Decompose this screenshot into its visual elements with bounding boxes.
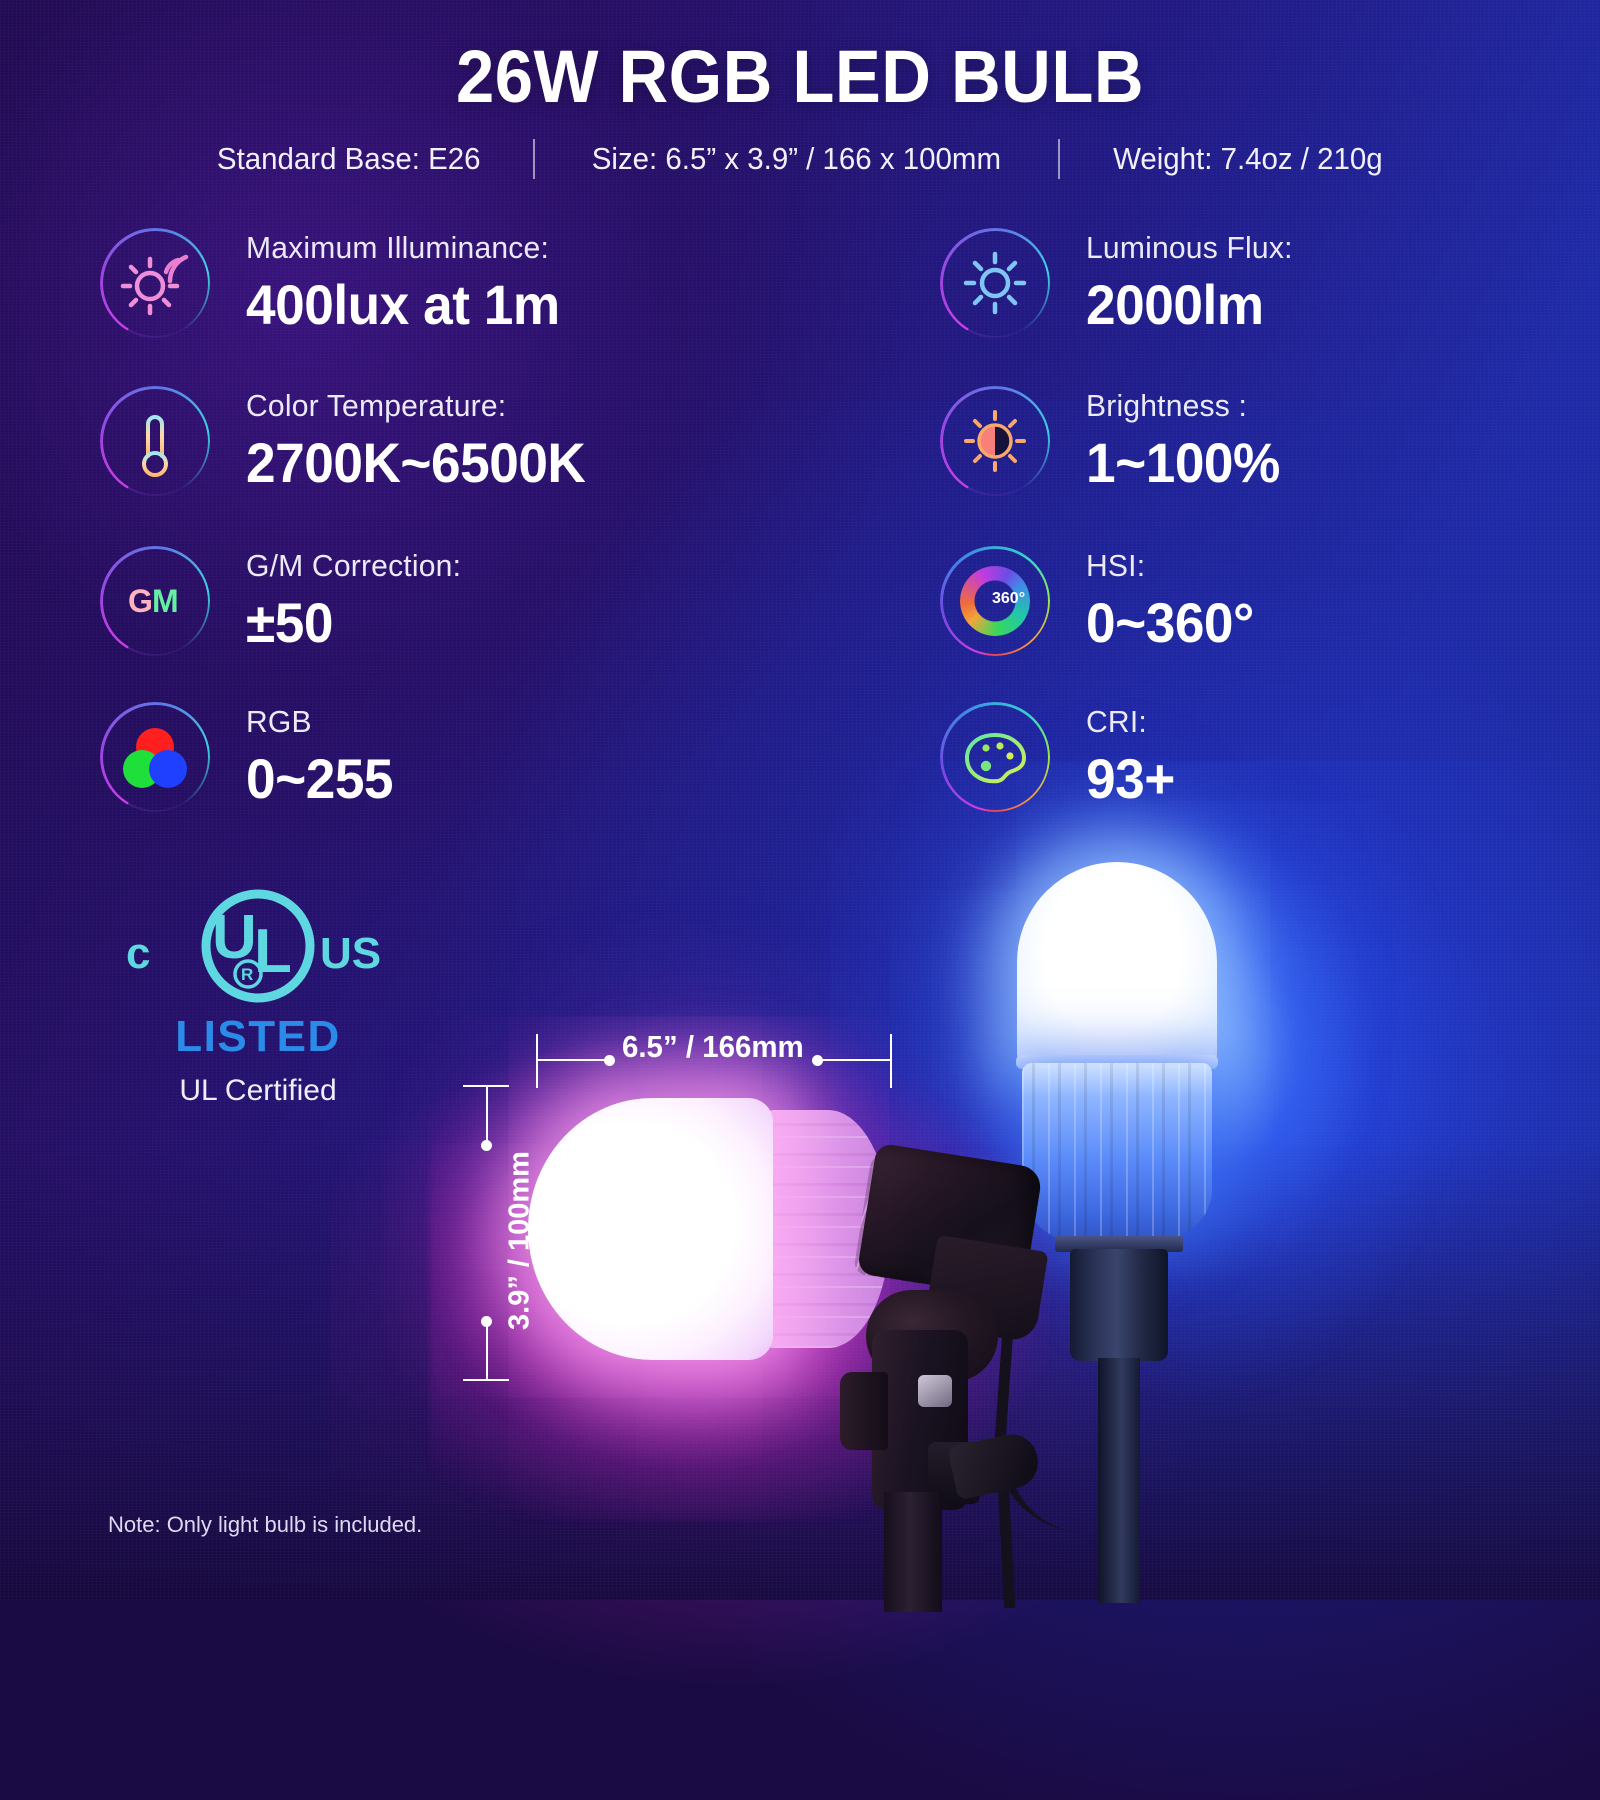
height-dim-line-bottom: [486, 1326, 488, 1380]
spec-item-rgb: RGB 0~255: [100, 702, 401, 812]
ul-us-letters: US: [320, 929, 381, 978]
page-title: 26W RGB LED BULB: [455, 35, 1145, 118]
meta-size: Size: 6.5” x 3.9” / 166 x 100mm: [592, 141, 1002, 176]
ul-mark: c U L R US: [108, 888, 408, 1006]
blue-stand-pole: [1098, 1358, 1140, 1603]
footnote: Note: Only light bulb is included.: [108, 1512, 423, 1537]
ul-c-letter: c: [126, 929, 150, 978]
ul-mark-svg: c U L R US: [126, 889, 381, 1003]
gm-g-letter: G: [128, 583, 153, 619]
height-dim-line-top: [486, 1085, 488, 1141]
spec-item-hsi: 360° HSI: 0~360°: [940, 546, 1263, 656]
height-dim-dot-bottom: [481, 1316, 492, 1327]
spec-value: 2000lm: [1086, 273, 1264, 336]
meta-standard-base: Standard Base: E26: [216, 141, 481, 176]
spec-value: 93+: [1086, 747, 1175, 810]
header-meta-bar: Standard Base: E26 Size: 6.5” x 3.9” / 1…: [0, 139, 1600, 179]
hue-wheel-360-icon: 360°: [940, 546, 1050, 656]
stand-tilt-bolt: [918, 1375, 952, 1407]
spec-label: G/M Correction:: [246, 548, 462, 583]
ul-certified-caption: UL Certified: [179, 1074, 337, 1107]
spec-value: 0~360°: [1086, 591, 1254, 654]
blue-bulb-socket: [1070, 1249, 1168, 1361]
ul-registered-letter: R: [241, 965, 253, 984]
meta-divider: [1058, 139, 1061, 179]
spec-label: Color Temperature:: [246, 388, 507, 423]
width-dim-dot-left: [604, 1055, 615, 1066]
height-dim-dot-top: [481, 1140, 492, 1151]
spec-text: G/M Correction: ±50: [246, 546, 468, 655]
spec-label: RGB: [246, 704, 312, 739]
brightness-glyph: [964, 410, 1026, 472]
sun-rays-icon: [940, 228, 1050, 338]
spec-label: Brightness :: [1086, 388, 1248, 423]
blue-bulb-dome: [1017, 862, 1217, 1077]
gm-correction-icon: G M: [100, 546, 210, 656]
hue-wheel-360-label: 360°: [992, 590, 1026, 607]
spec-value: 2700K~6500K: [246, 431, 586, 494]
thermometer-icon: [100, 386, 210, 496]
spec-value: 0~255: [246, 747, 394, 810]
ul-listed-label: LISTED: [175, 1012, 341, 1061]
sun-glyph: [963, 251, 1027, 315]
meta-divider: [533, 139, 536, 179]
spec-value: 400lux at 1m: [246, 273, 560, 336]
width-dim-line-left: [536, 1059, 608, 1061]
width-dim-dot-right: [812, 1055, 823, 1066]
palette-glyph: [964, 732, 1027, 784]
height-dim-cap-bottom: [463, 1379, 509, 1381]
gm-glyph: G M: [128, 583, 179, 619]
spec-text: Brightness : 1~100%: [1086, 386, 1290, 495]
width-dim-line-right: [822, 1059, 892, 1061]
spec-text: RGB 0~255: [246, 702, 401, 811]
spec-label: HSI:: [1086, 548, 1146, 583]
meta-weight: Weight: 7.4oz / 210g: [1113, 141, 1383, 176]
stand-side-lug: [840, 1372, 888, 1450]
product-photograph: [430, 800, 1460, 1612]
ul-registered-circle: [233, 959, 263, 989]
color-palette-icon: [940, 702, 1050, 812]
rgb-circles-icon: [100, 702, 210, 812]
ul-circle: [201, 889, 315, 1003]
width-dim-cap-right: [890, 1034, 892, 1088]
spec-text: Maximum Illuminance: 400lux at 1m: [246, 228, 576, 337]
spec-label: Luminous Flux:: [1086, 230, 1293, 265]
width-dim-cap-left: [536, 1034, 538, 1088]
height-dimension-label: 3.9” / 100mm: [503, 1151, 536, 1330]
spec-label: Maximum Illuminance:: [246, 230, 550, 265]
spec-text: HSI: 0~360°: [1086, 546, 1263, 655]
spec-item-brightness: Brightness : 1~100%: [940, 386, 1290, 496]
rgb-glyph: [123, 728, 187, 788]
spec-item-color-temperature: Color Temperature: 2700K~6500K: [100, 386, 603, 496]
spec-item-luminous-flux: Luminous Flux: 2000lm: [940, 228, 1299, 338]
spec-value: ±50: [246, 591, 333, 654]
spec-value: 1~100%: [1086, 431, 1280, 494]
spec-item-max-illuminance: Maximum Illuminance: 400lux at 1m: [100, 228, 576, 338]
ul-certification-badge: c U L R US LISTED UL Certified: [108, 888, 408, 1108]
magenta-bulb-dome: [528, 1098, 773, 1360]
dimension-callouts: 6.5” / 166mm 3.9” / 100mm: [463, 1029, 892, 1381]
blue-bulb-body: [1022, 1063, 1212, 1248]
width-dimension-label: 6.5” / 166mm: [622, 1029, 804, 1064]
illuminance-sun-waves-icon: [100, 228, 210, 338]
hue-wheel-glyph: [960, 566, 1030, 636]
illuminance-glyph: [120, 254, 189, 316]
brightness-half-sun-icon: [940, 386, 1050, 496]
gm-m-letter: M: [152, 583, 179, 619]
spec-label: CRI:: [1086, 704, 1147, 739]
spec-text: Luminous Flux: 2000lm: [1086, 228, 1299, 337]
spec-item-cri: CRI: 93+: [940, 702, 1180, 812]
spec-text: CRI: 93+: [1086, 702, 1180, 811]
thermometer-glyph: [142, 415, 168, 477]
blue-socket-flange: [1055, 1236, 1183, 1252]
header: 26W RGB LED BULB Standard Base: E26 Size…: [0, 0, 1600, 179]
spec-text: Color Temperature: 2700K~6500K: [246, 386, 603, 495]
left-stand-pole: [884, 1492, 942, 1612]
spec-item-gm-correction: G M G/M Correction: ±50: [100, 546, 468, 656]
